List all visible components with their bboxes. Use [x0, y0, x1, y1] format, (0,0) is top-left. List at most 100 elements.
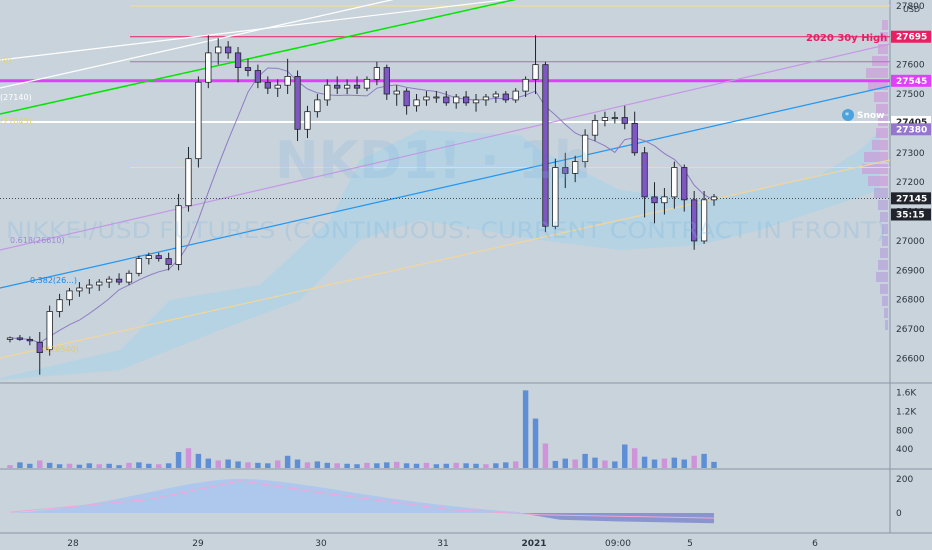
fib-label-382: 0.382(26...)	[30, 276, 77, 285]
volume-bar	[572, 459, 578, 468]
candle-body	[373, 67, 381, 80]
candle-body	[433, 96, 440, 99]
candle-body	[26, 338, 33, 342]
volume-bar	[453, 462, 459, 468]
candle-body	[324, 84, 331, 101]
candle-body	[542, 64, 549, 227]
volume-bar	[413, 463, 420, 468]
candle	[403, 88, 410, 115]
candle	[264, 76, 271, 95]
volume-bar	[175, 452, 182, 468]
volume-profile-bar	[878, 260, 888, 270]
candle-body	[621, 117, 628, 124]
trendline-green	[0, 0, 517, 115]
volume-profile-bar	[868, 176, 888, 186]
candle-body	[532, 64, 539, 80]
candle-body	[135, 258, 143, 274]
channel-orange	[0, 159, 891, 359]
time-axis-label: 30	[315, 539, 327, 549]
price-tag: 35:15	[891, 208, 931, 221]
candle	[76, 282, 83, 297]
candle-body	[611, 117, 618, 119]
price-axis-label: 26600	[896, 354, 925, 364]
volume-profile-bar	[882, 224, 888, 234]
candle-body	[76, 287, 83, 292]
volume-bar	[324, 462, 331, 468]
candle-body	[502, 93, 509, 101]
volume-profile-bar	[876, 272, 888, 282]
volume-bar	[512, 461, 519, 468]
volume-axis-label: 400	[896, 445, 913, 455]
candle	[46, 305, 53, 356]
volume-bar	[522, 390, 529, 468]
volume-bar	[294, 459, 301, 468]
cloud-band	[0, 130, 880, 380]
candle	[443, 91, 450, 106]
candle-body	[423, 96, 430, 101]
price-tag: 27695	[891, 30, 931, 43]
candle-body	[681, 167, 688, 201]
watermark: NKD1! · 1h	[275, 131, 591, 191]
volume-bar	[17, 462, 23, 468]
candle-body	[215, 46, 222, 54]
time-axis-label: 5	[687, 539, 693, 549]
candle-body	[691, 199, 698, 242]
volume-axis-label: 800	[896, 426, 913, 436]
candle-body	[492, 93, 499, 98]
volume-bar	[364, 462, 370, 468]
volume-bar	[542, 443, 549, 468]
candle-body	[601, 117, 609, 121]
left-label-b: (27140)	[0, 93, 32, 102]
volume-profile-bar	[872, 56, 888, 66]
price-axis-label: 27000	[896, 237, 925, 247]
candle	[225, 41, 232, 59]
volume-bar	[334, 463, 340, 468]
volume-bar	[27, 463, 33, 468]
candle	[284, 58, 291, 95]
left-label-c: (27045)	[0, 117, 32, 126]
volume-bar	[76, 464, 83, 468]
fib-label-0: 0(26540)	[42, 345, 79, 354]
candle	[433, 91, 440, 103]
price-tag-value: 27145	[896, 194, 927, 204]
candle-body	[334, 84, 341, 89]
candle	[106, 276, 113, 288]
candle-body	[36, 341, 43, 354]
candle	[581, 129, 589, 168]
candle	[512, 88, 519, 103]
candle-body	[66, 290, 73, 301]
candle-body	[393, 90, 400, 95]
volume-bar	[225, 459, 231, 468]
candle-body	[284, 76, 291, 86]
snow-marker[interactable]: * Snow	[842, 109, 884, 121]
candle-body	[353, 84, 361, 89]
candle-body	[195, 81, 202, 160]
candle	[710, 193, 718, 206]
candle-body	[472, 99, 480, 104]
candle	[462, 91, 470, 106]
price-axis-label: 27200	[896, 178, 925, 188]
volume-bar	[393, 461, 400, 468]
volume-bar	[493, 463, 499, 468]
volume-bar	[106, 463, 112, 468]
candle	[651, 182, 658, 224]
candle-body	[343, 84, 351, 89]
candle-body	[512, 90, 519, 101]
price-axis-label: 27600	[896, 61, 925, 71]
candle	[681, 164, 688, 212]
candle	[700, 191, 708, 244]
candle-body	[462, 96, 470, 104]
volume-bar	[711, 461, 717, 468]
candle	[96, 279, 103, 291]
channel-orchid	[0, 43, 891, 251]
volume-bar	[374, 463, 380, 468]
volume-profile-bar	[880, 284, 888, 294]
candle-body	[244, 67, 252, 71]
candles-layer	[6, 35, 718, 524]
candle-body	[671, 167, 678, 198]
candle-body	[304, 111, 311, 130]
volume-bar	[86, 463, 93, 468]
volume-profile-bar	[884, 308, 888, 318]
